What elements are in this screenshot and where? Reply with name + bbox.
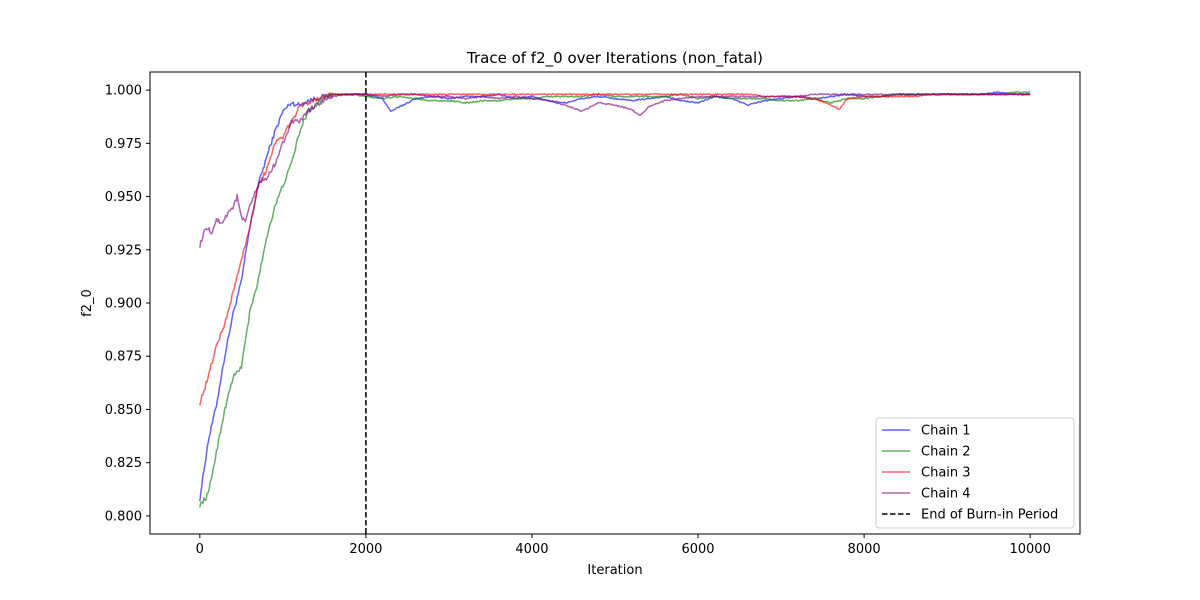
series-line-chain-4 [199,92,1031,248]
x-tick-label: 0 [196,542,204,557]
y-tick-label: 0.800 [105,509,142,524]
x-tick-label: 6000 [681,542,714,557]
legend: Chain 1 Chain 2 Chain 3 Chain 4 End of Burn-… [875,417,1075,529]
y-axis-title: f2_0 [80,289,95,317]
legend-box [875,417,1075,529]
x-tick-label: 2000 [349,542,382,557]
series-group [199,91,1031,508]
legend-label: End of Burn-in Period [921,508,1058,523]
x-axis-title: Iteration [587,563,642,578]
y-tick-label: 0.875 [105,350,142,365]
chart-title: Trace of f2_0 over Iterations (non_fatal… [466,49,763,68]
legend-label: Chain 3 [921,466,971,481]
y-tick-label: 0.925 [105,243,142,258]
y-tick-label: 0.825 [105,456,142,471]
y-tick-label: 0.950 [105,190,142,205]
y-tick-label: 1.000 [105,84,142,99]
legend-label: Chain 1 [921,424,971,439]
y-tick-label: 0.850 [105,403,142,418]
y-tick-label: 0.975 [105,137,142,152]
legend-label: Chain 4 [921,487,971,502]
x-tick-label: 10000 [1009,542,1050,557]
x-tick-label: 8000 [848,542,881,557]
y-tick-label: 0.900 [105,297,142,312]
x-tick-label: 4000 [515,542,548,557]
legend-label: Chain 2 [921,445,971,460]
